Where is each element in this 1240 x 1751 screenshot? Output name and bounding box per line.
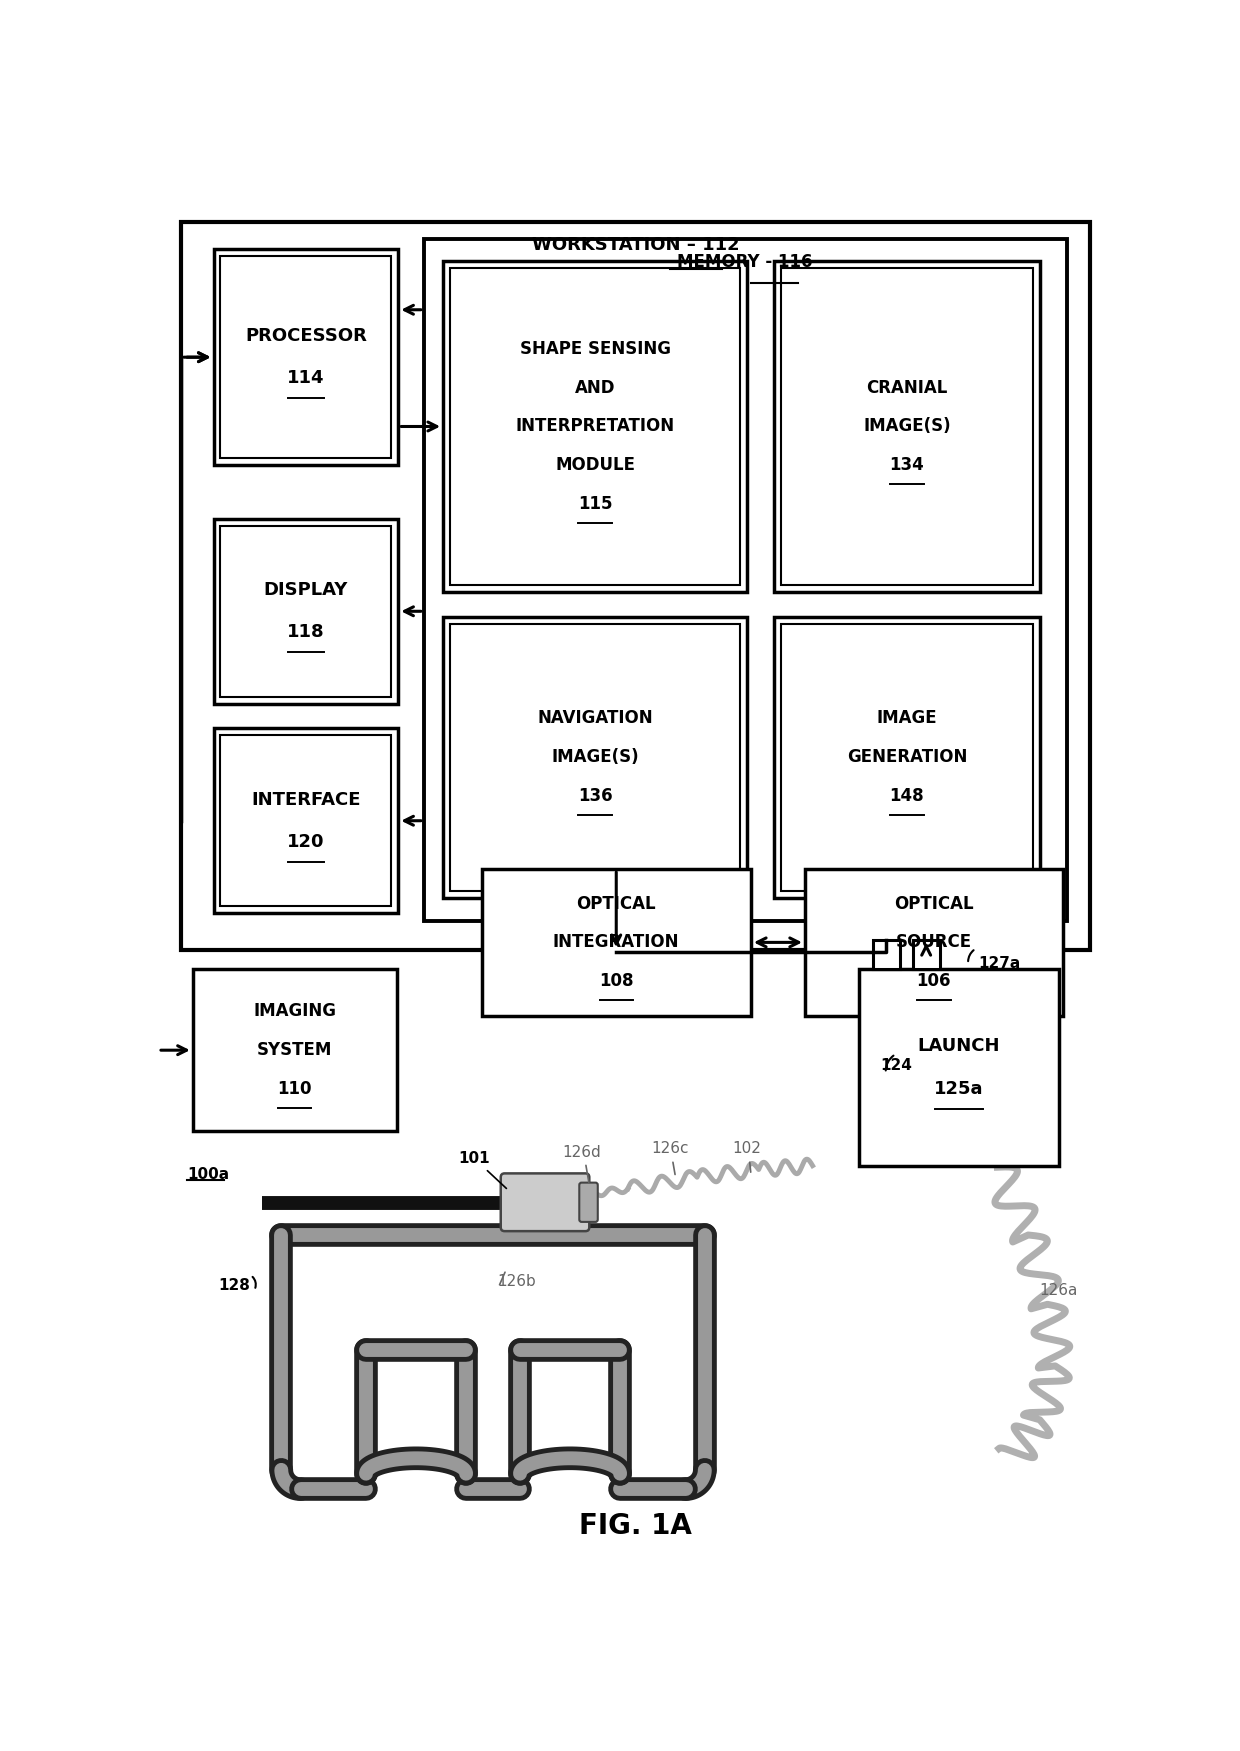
Text: 114: 114 bbox=[288, 369, 325, 387]
Text: 134: 134 bbox=[889, 457, 924, 475]
Text: SOURCE: SOURCE bbox=[895, 933, 972, 951]
Text: PROCESSOR: PROCESSOR bbox=[246, 327, 367, 345]
Bar bbox=[450, 268, 740, 585]
Text: 136: 136 bbox=[578, 786, 613, 805]
Text: SYSTEM: SYSTEM bbox=[257, 1042, 332, 1059]
Text: 108: 108 bbox=[599, 972, 634, 991]
FancyBboxPatch shape bbox=[501, 1173, 589, 1231]
Text: 126c: 126c bbox=[651, 1142, 689, 1156]
Text: MEMORY - 116: MEMORY - 116 bbox=[677, 254, 813, 271]
Text: GENERATION: GENERATION bbox=[847, 748, 967, 767]
Bar bbox=[181, 222, 1090, 951]
Bar bbox=[774, 616, 1040, 898]
Text: WORKSTATION – 112: WORKSTATION – 112 bbox=[532, 236, 739, 254]
Text: 106: 106 bbox=[916, 972, 951, 991]
Text: 128: 128 bbox=[218, 1278, 250, 1292]
Text: 102: 102 bbox=[733, 1142, 761, 1156]
Text: MODULE: MODULE bbox=[556, 457, 635, 475]
Bar bbox=[781, 268, 1033, 585]
Bar bbox=[221, 256, 392, 459]
Text: 127a: 127a bbox=[978, 956, 1021, 972]
Bar bbox=[781, 623, 1033, 891]
Bar bbox=[221, 735, 392, 907]
Bar bbox=[913, 940, 940, 970]
Text: IMAGE: IMAGE bbox=[877, 709, 937, 727]
Text: IMAGE(S): IMAGE(S) bbox=[552, 748, 639, 767]
Text: INTERPRETATION: INTERPRETATION bbox=[516, 417, 675, 436]
Text: INTERFACE: INTERFACE bbox=[252, 791, 361, 809]
Bar bbox=[805, 868, 1063, 1016]
Text: FIG. 1A: FIG. 1A bbox=[579, 1513, 692, 1541]
Bar bbox=[450, 623, 740, 891]
Text: LAUNCH: LAUNCH bbox=[918, 1038, 1001, 1056]
Text: OPTICAL: OPTICAL bbox=[577, 895, 656, 912]
Text: 126d: 126d bbox=[562, 1145, 601, 1159]
Text: 110: 110 bbox=[278, 1080, 312, 1098]
Text: 101: 101 bbox=[458, 1150, 490, 1166]
Text: 126b: 126b bbox=[497, 1273, 536, 1289]
Text: 125a: 125a bbox=[934, 1080, 983, 1098]
FancyBboxPatch shape bbox=[579, 1182, 598, 1222]
Bar bbox=[424, 240, 1066, 921]
Text: 124: 124 bbox=[880, 1058, 911, 1073]
Text: SHAPE SENSING: SHAPE SENSING bbox=[520, 340, 671, 357]
Bar bbox=[443, 261, 748, 592]
Text: 100a: 100a bbox=[187, 1168, 229, 1182]
Text: 118: 118 bbox=[288, 623, 325, 641]
Text: NAVIGATION: NAVIGATION bbox=[537, 709, 653, 727]
Bar bbox=[774, 261, 1040, 592]
Bar bbox=[213, 728, 398, 912]
Bar bbox=[859, 970, 1059, 1166]
Bar bbox=[873, 940, 899, 970]
Text: OPTICAL: OPTICAL bbox=[894, 895, 973, 912]
Bar bbox=[443, 616, 748, 898]
Text: IMAGE(S): IMAGE(S) bbox=[863, 417, 951, 436]
Text: 115: 115 bbox=[578, 496, 613, 513]
Text: 120: 120 bbox=[288, 833, 325, 851]
Bar bbox=[192, 970, 397, 1131]
Text: IMAGING: IMAGING bbox=[253, 1002, 336, 1021]
Bar bbox=[213, 249, 398, 466]
Text: INTEGRATION: INTEGRATION bbox=[553, 933, 680, 951]
Bar bbox=[213, 518, 398, 704]
Bar bbox=[481, 868, 751, 1016]
Text: DISPLAY: DISPLAY bbox=[264, 581, 348, 599]
Text: 148: 148 bbox=[889, 786, 924, 805]
Text: AND: AND bbox=[575, 378, 615, 397]
Text: CRANIAL: CRANIAL bbox=[867, 378, 947, 397]
Bar bbox=[221, 525, 392, 697]
Text: 126a: 126a bbox=[1040, 1283, 1078, 1297]
